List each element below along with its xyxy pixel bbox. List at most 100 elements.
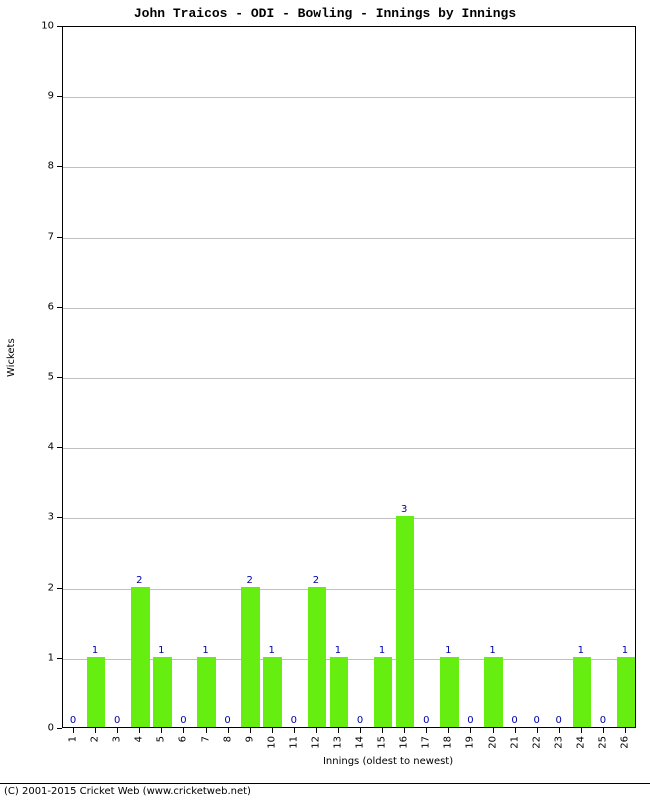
- x-tick-label: 11: [288, 736, 299, 749]
- bar-value-label: 0: [291, 715, 297, 726]
- bar: [197, 657, 216, 727]
- y-gridline: [63, 448, 635, 449]
- y-gridline: [63, 308, 635, 309]
- x-tick-mark: [515, 728, 516, 733]
- y-tick-mark: [57, 588, 62, 589]
- bar-value-label: 1: [379, 645, 385, 656]
- x-tick-label: 9: [244, 736, 255, 742]
- x-tick-mark: [470, 728, 471, 733]
- x-tick-mark: [603, 728, 604, 733]
- y-tick-label: 3: [0, 512, 54, 523]
- bar: [263, 657, 282, 727]
- bar-value-label: 0: [180, 715, 186, 726]
- bar: [396, 516, 415, 727]
- y-tick-label: 7: [0, 231, 54, 242]
- y-gridline: [63, 97, 635, 98]
- x-tick-label: 17: [421, 736, 432, 749]
- x-tick-mark: [625, 728, 626, 733]
- bar-value-label: 0: [114, 715, 120, 726]
- x-tick-mark: [294, 728, 295, 733]
- y-tick-mark: [57, 447, 62, 448]
- x-tick-mark: [117, 728, 118, 733]
- x-tick-mark: [250, 728, 251, 733]
- x-tick-label: 5: [156, 736, 167, 742]
- x-tick-label: 2: [90, 736, 101, 742]
- y-gridline: [63, 238, 635, 239]
- bar-value-label: 1: [202, 645, 208, 656]
- y-tick-mark: [57, 26, 62, 27]
- bar-value-label: 0: [556, 715, 562, 726]
- chart-canvas: John Traicos - ODI - Bowling - Innings b…: [0, 0, 650, 800]
- x-tick-mark: [272, 728, 273, 733]
- y-gridline: [63, 378, 635, 379]
- bar: [330, 657, 349, 727]
- y-tick-label: 0: [0, 723, 54, 734]
- bar: [484, 657, 503, 727]
- plot-area: [62, 26, 636, 728]
- x-tick-label: 15: [377, 736, 388, 749]
- y-tick-mark: [57, 517, 62, 518]
- x-tick-mark: [360, 728, 361, 733]
- x-tick-label: 3: [112, 736, 123, 742]
- copyright-divider: [0, 783, 650, 784]
- x-tick-label: 16: [399, 736, 410, 749]
- bar-value-label: 0: [511, 715, 517, 726]
- x-tick-mark: [316, 728, 317, 733]
- y-gridline: [63, 167, 635, 168]
- bar: [87, 657, 106, 727]
- x-tick-label: 14: [355, 736, 366, 749]
- x-tick-label: 19: [465, 736, 476, 749]
- bar: [617, 657, 636, 727]
- bar-value-label: 1: [92, 645, 98, 656]
- y-tick-label: 6: [0, 301, 54, 312]
- x-tick-label: 12: [310, 736, 321, 749]
- bar-value-label: 0: [423, 715, 429, 726]
- bar-value-label: 3: [401, 504, 407, 515]
- y-tick-mark: [57, 728, 62, 729]
- x-tick-label: 1: [68, 736, 79, 742]
- x-tick-label: 26: [619, 736, 630, 749]
- x-tick-mark: [161, 728, 162, 733]
- bar-value-label: 2: [246, 575, 252, 586]
- x-tick-mark: [139, 728, 140, 733]
- x-tick-label: 21: [509, 736, 520, 749]
- x-tick-label: 6: [178, 736, 189, 742]
- y-tick-label: 9: [0, 91, 54, 102]
- y-tick-label: 2: [0, 582, 54, 593]
- x-tick-mark: [183, 728, 184, 733]
- x-tick-label: 18: [443, 736, 454, 749]
- x-tick-label: 20: [487, 736, 498, 749]
- x-tick-label: 22: [531, 736, 542, 749]
- x-tick-mark: [73, 728, 74, 733]
- x-tick-mark: [559, 728, 560, 733]
- y-tick-mark: [57, 658, 62, 659]
- bar-value-label: 1: [445, 645, 451, 656]
- bar: [241, 587, 260, 727]
- chart-title: John Traicos - ODI - Bowling - Innings b…: [0, 6, 650, 21]
- bar-value-label: 2: [313, 575, 319, 586]
- y-tick-label: 10: [0, 21, 54, 32]
- bar-value-label: 0: [70, 715, 76, 726]
- y-tick-label: 1: [0, 652, 54, 663]
- bar: [308, 587, 327, 727]
- bar: [153, 657, 172, 727]
- x-tick-mark: [338, 728, 339, 733]
- bar-value-label: 0: [600, 715, 606, 726]
- bar-value-label: 1: [489, 645, 495, 656]
- bar-value-label: 0: [533, 715, 539, 726]
- bar-value-label: 1: [335, 645, 341, 656]
- bar: [131, 587, 150, 727]
- x-tick-mark: [493, 728, 494, 733]
- bar-value-label: 0: [357, 715, 363, 726]
- y-tick-mark: [57, 166, 62, 167]
- bar: [440, 657, 459, 727]
- x-tick-label: 8: [222, 736, 233, 742]
- y-tick-mark: [57, 377, 62, 378]
- x-tick-label: 10: [266, 736, 277, 749]
- x-tick-mark: [426, 728, 427, 733]
- x-tick-label: 24: [575, 736, 586, 749]
- x-tick-label: 7: [200, 736, 211, 742]
- x-tick-mark: [448, 728, 449, 733]
- x-tick-mark: [206, 728, 207, 733]
- y-tick-label: 5: [0, 372, 54, 383]
